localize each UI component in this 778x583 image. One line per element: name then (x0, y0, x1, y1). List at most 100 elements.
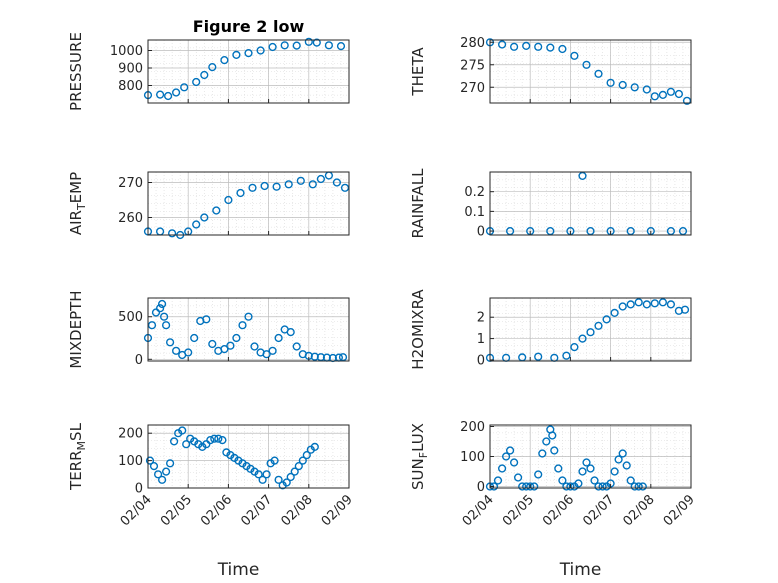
data-point (286, 328, 295, 337)
data-point (168, 229, 177, 238)
y-tick-label: 280 (460, 36, 485, 51)
data-point (634, 482, 643, 491)
data-point (578, 467, 587, 476)
data-point (542, 437, 551, 446)
y-axis-label: AIRTEMP (67, 172, 88, 235)
data-point (558, 476, 567, 485)
data-point (172, 88, 181, 97)
data-point (582, 458, 591, 467)
data-point (546, 43, 555, 52)
data-point (248, 183, 257, 192)
data-point (506, 446, 515, 455)
data-point (290, 467, 299, 476)
y-axis-label: SUNFLUX (409, 423, 430, 490)
data-point (498, 464, 507, 473)
y-tick-label: 200 (460, 420, 485, 435)
x-tick-label: 02/07 (238, 492, 275, 529)
x-tick-label: 02/04 (118, 492, 155, 529)
data-point (250, 342, 259, 351)
data-point (682, 96, 692, 105)
data-point (630, 83, 639, 92)
data-point (630, 482, 639, 491)
data-point (268, 42, 277, 52)
data-point (502, 452, 511, 461)
data-point (562, 482, 571, 491)
data-point (594, 69, 603, 78)
data-point (680, 305, 690, 314)
data-point (610, 467, 619, 476)
data-point (302, 451, 311, 460)
data-point (292, 342, 301, 351)
data-point (270, 456, 279, 465)
data-point (212, 206, 221, 215)
data-point (218, 436, 227, 445)
data-point (220, 345, 229, 354)
data-point (158, 475, 167, 484)
data-point (530, 482, 539, 491)
data-point (200, 70, 209, 80)
data-point (214, 434, 223, 443)
data-point (226, 341, 235, 350)
data-point (208, 62, 217, 72)
y-tick-label: 800 (118, 79, 143, 94)
data-point (618, 80, 627, 90)
data-point (147, 321, 157, 330)
data-point (280, 41, 289, 50)
data-point (180, 83, 189, 92)
data-point (308, 180, 317, 189)
data-point (534, 42, 543, 51)
y-tick-label: 0.1 (464, 205, 485, 220)
data-point (238, 321, 247, 330)
data-point (145, 456, 155, 465)
data-point (498, 40, 507, 49)
data-point (260, 181, 269, 191)
panel-pressure: 800 900 1000 PRESSURE Figure 2 low (67, 17, 350, 111)
data-point (208, 339, 217, 349)
data-point (642, 85, 651, 94)
y-tick-label: 0 (135, 353, 143, 368)
data-point (658, 298, 668, 307)
data-point (178, 426, 187, 435)
y-tick-label: 275 (460, 58, 485, 73)
data-point (598, 482, 607, 491)
y-tick-label: 100 (118, 454, 143, 469)
y-tick-label: 260 (118, 211, 143, 226)
y-tick-label: 0.2 (464, 185, 485, 200)
data-point (618, 302, 627, 311)
data-point (626, 476, 635, 485)
data-point (166, 459, 175, 468)
data-point (574, 479, 583, 488)
y-tick-label: 200 (118, 427, 143, 442)
data-point (634, 298, 643, 307)
x-axis-label: Time (559, 560, 602, 580)
data-point (594, 321, 603, 330)
y-axis-label: THETA (409, 47, 427, 97)
y-tick-label: 1000 (110, 44, 143, 59)
data-point (220, 55, 229, 65)
x-tick-label: 02/04 (460, 492, 497, 529)
data-point (274, 333, 283, 343)
axes-box (489, 171, 692, 236)
data-point (548, 431, 557, 440)
axes-box (489, 39, 692, 104)
panel-theta: 270 275 280 THETA (409, 36, 692, 105)
data-point (594, 482, 603, 491)
data-point (236, 188, 245, 198)
data-point (170, 437, 179, 446)
data-point (232, 333, 241, 343)
data-point (210, 434, 219, 443)
data-point (258, 475, 267, 484)
data-point (192, 77, 201, 87)
data-point (304, 37, 313, 46)
data-point (244, 312, 253, 321)
data-point (310, 442, 319, 452)
data-point (626, 300, 635, 309)
data-point (154, 470, 163, 479)
y-axis-label: MIXDEPTH (67, 290, 85, 368)
data-point (284, 180, 293, 189)
data-point (666, 87, 676, 96)
data-point (256, 46, 265, 55)
data-point (158, 299, 167, 309)
data-point (190, 333, 199, 343)
y-tick-label: 0 (135, 482, 143, 497)
